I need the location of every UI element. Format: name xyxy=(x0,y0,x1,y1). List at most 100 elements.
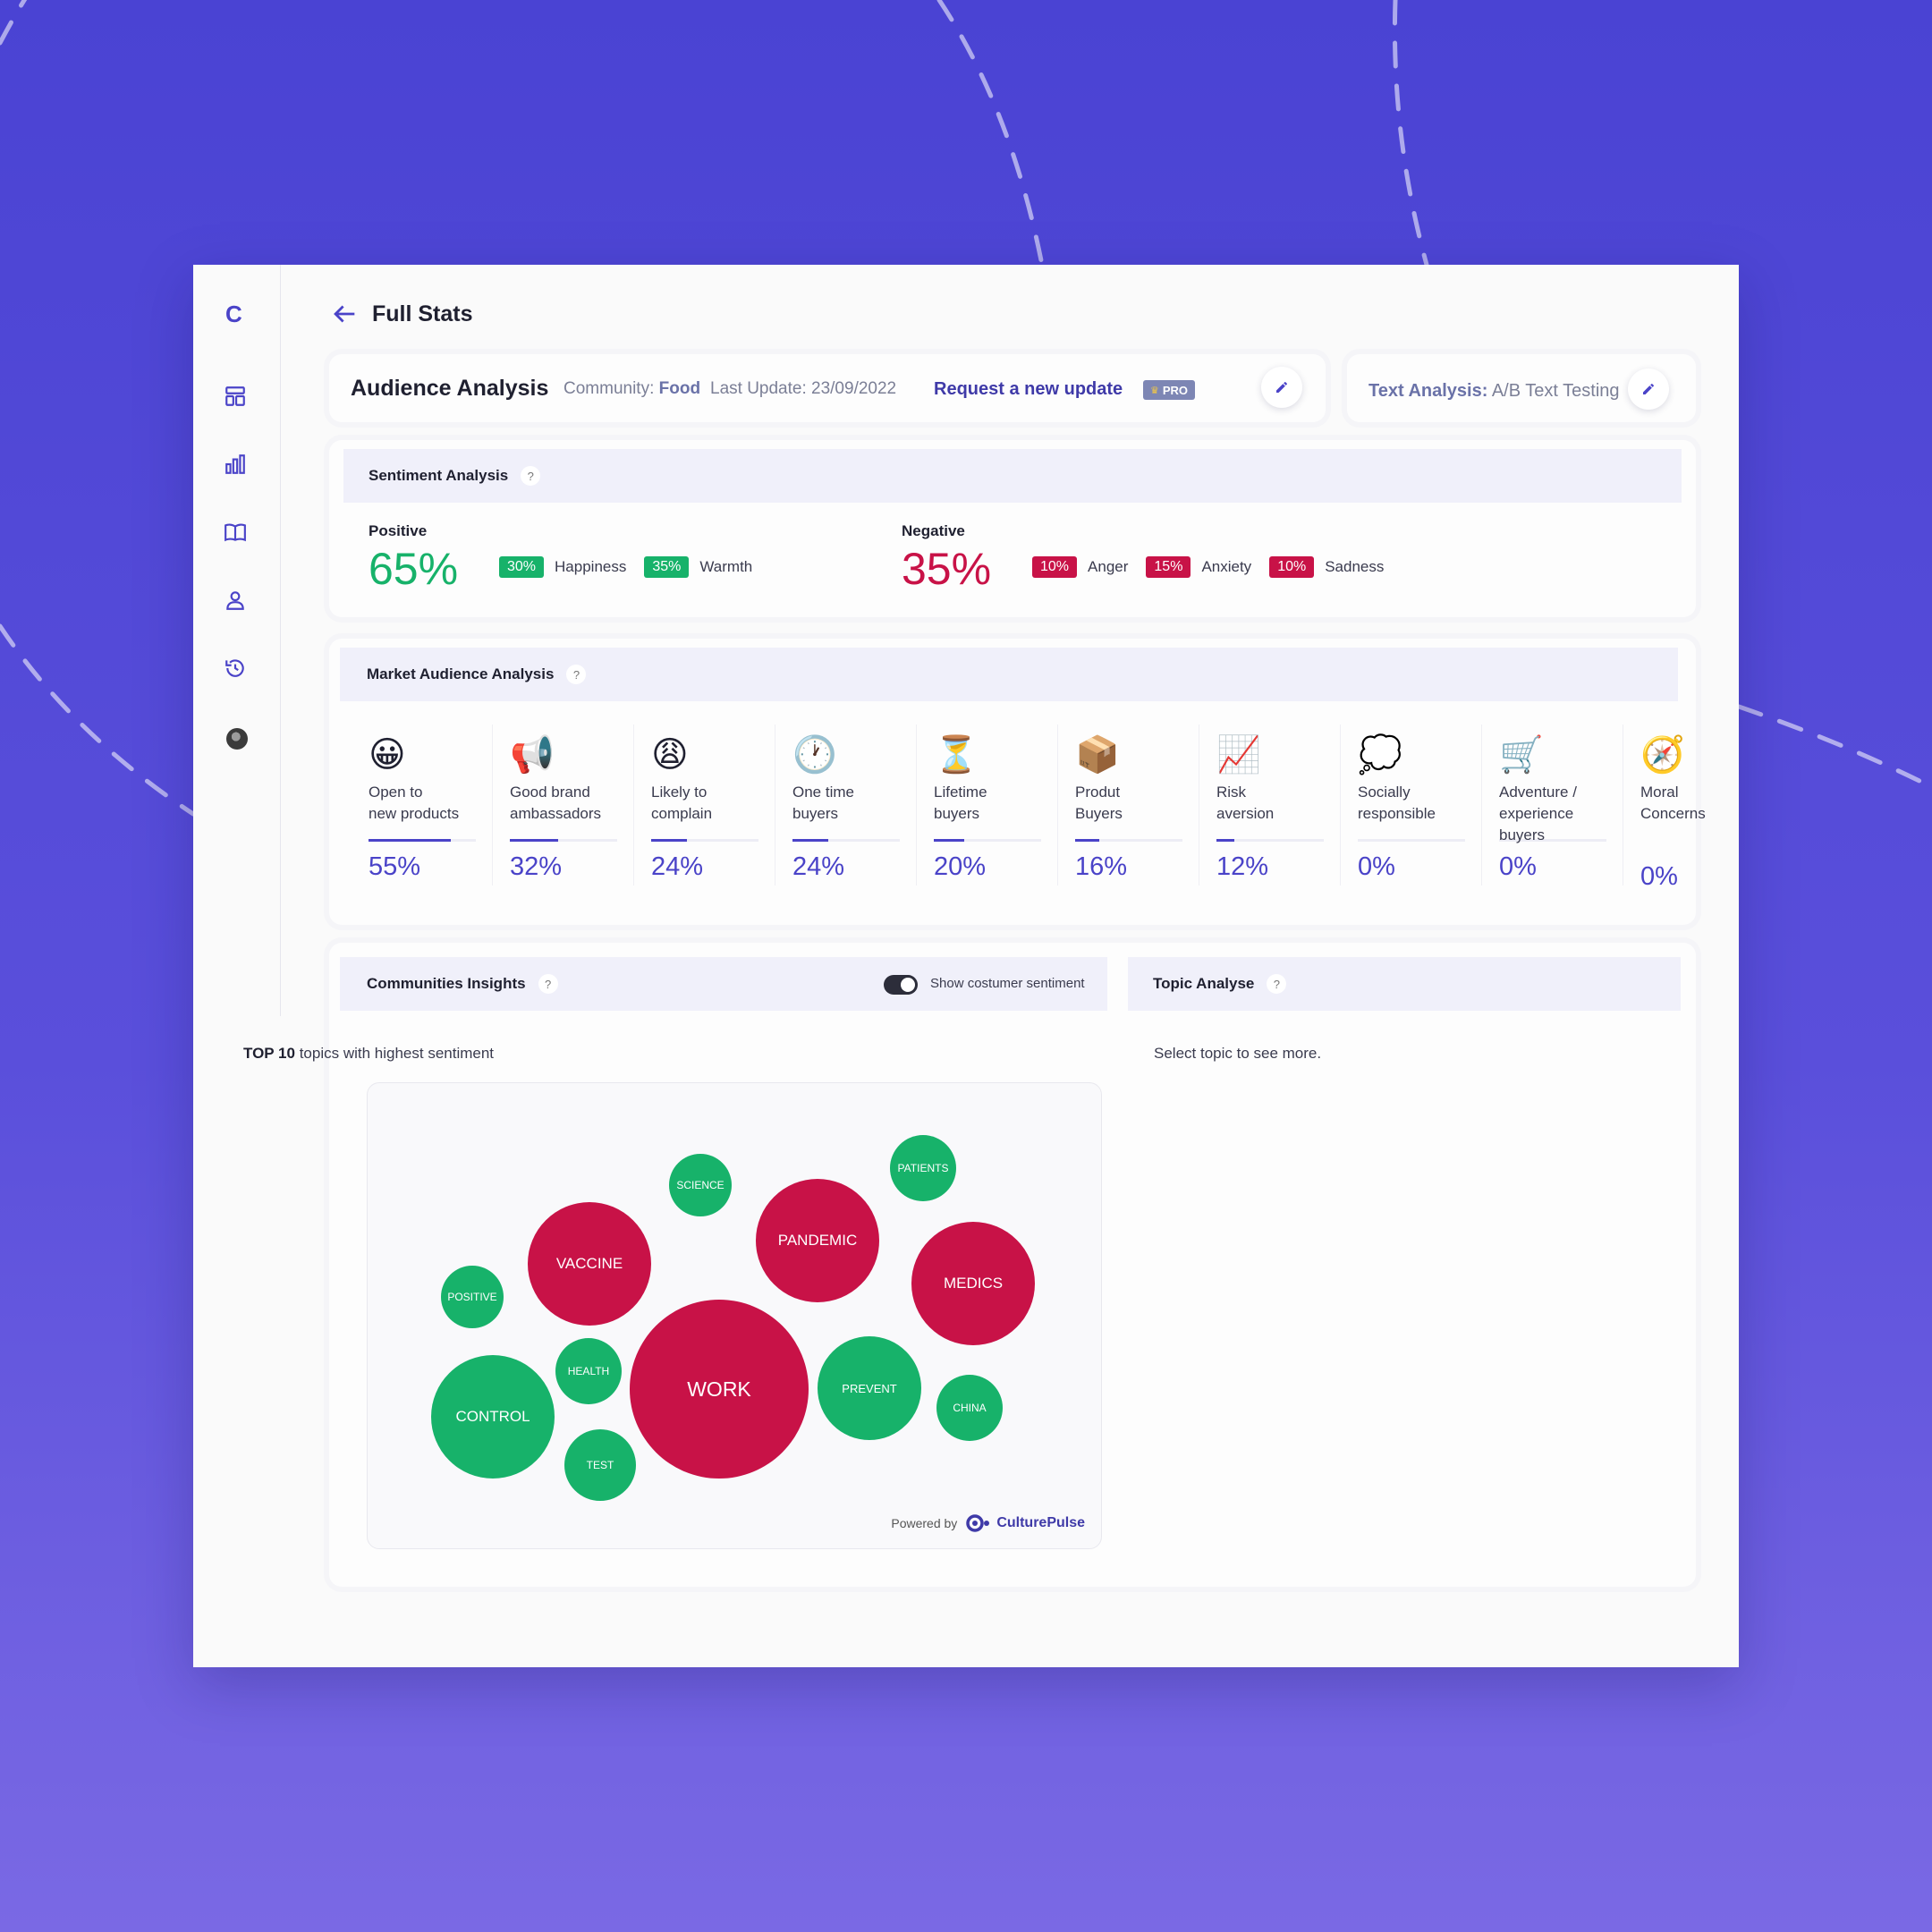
market-item[interactable]: 😩 Likely to complain 24% xyxy=(651,732,758,882)
market-item[interactable]: 🕐 One time buyers 24% xyxy=(792,732,900,882)
communities-insights-title: Communities Insights xyxy=(367,975,526,992)
community-info: Community: Food xyxy=(564,379,700,399)
market-item-divider xyxy=(633,724,634,886)
pencil-icon xyxy=(1276,382,1287,393)
audience-analysis-card: Audience Analysis Community: Food Last U… xyxy=(329,354,1326,422)
help-icon[interactable]: ? xyxy=(566,665,587,684)
topic-hint: Select topic to see more. xyxy=(1154,1045,1322,1062)
help-icon[interactable]: ? xyxy=(1267,974,1287,994)
topic-bubble-medics[interactable]: MEDICS xyxy=(911,1222,1035,1345)
market-audience-header: Market Audience Analysis ? xyxy=(340,648,1678,701)
edit-audience-button[interactable] xyxy=(1261,367,1302,408)
negative-chips: 10% Anger 15% Anxiety 10% Sadness xyxy=(1032,556,1402,578)
top10-rest: topics with highest sentiment xyxy=(299,1045,495,1062)
market-item-bar xyxy=(1216,839,1235,842)
history-icon xyxy=(225,659,244,677)
market-item-label: Likely to complain xyxy=(651,784,713,822)
market-item-value: 24% xyxy=(792,852,845,881)
market-item-bar-track xyxy=(934,839,1041,842)
text-analysis-info: Text Analysis: A/B Text Testing xyxy=(1368,381,1620,402)
market-item-value: 24% xyxy=(651,852,704,881)
help-icon[interactable]: ? xyxy=(538,974,558,994)
last-update: Last Update: 23/09/2022 xyxy=(710,379,897,398)
thought-bubble-icon: 💭 xyxy=(1358,735,1402,775)
market-item[interactable]: 🛒 Adventure / experience buyers 0% xyxy=(1499,732,1606,882)
request-update-link[interactable]: Request a new update xyxy=(934,379,1123,399)
market-item-label: Moral Concerns xyxy=(1640,784,1706,822)
help-icon[interactable]: ? xyxy=(521,466,541,486)
page-title: Full Stats xyxy=(372,301,473,326)
happiness-label: Happiness xyxy=(555,558,627,575)
warmth-chip: 35% xyxy=(644,556,690,578)
market-item-label: Lifetime buyers xyxy=(934,784,987,822)
bar-chart-icon xyxy=(225,454,245,474)
market-item[interactable]: ⏳ Lifetime buyers 20% xyxy=(934,732,1041,882)
market-item-divider xyxy=(492,724,493,886)
sidebar-item-history[interactable] xyxy=(220,653,250,683)
topic-bubble-test[interactable]: TEST xyxy=(564,1429,636,1501)
topic-bubble-pandemic[interactable]: PANDEMIC xyxy=(756,1179,879,1302)
market-audience-title: Market Audience Analysis xyxy=(367,665,555,682)
top10-caption: TOP 10 topics with highest sentiment xyxy=(243,1045,494,1063)
user-icon xyxy=(226,591,244,610)
market-item[interactable]: 📈 Risk aversion 12% xyxy=(1216,732,1324,882)
market-item-bar-track xyxy=(1216,839,1324,842)
audience-analysis-title: Audience Analysis xyxy=(351,376,549,401)
topic-bubble-prevent[interactable]: PREVENT xyxy=(818,1336,921,1440)
market-item-bar-track xyxy=(651,839,758,842)
app-logo[interactable]: C xyxy=(225,301,242,327)
dashboard-icon xyxy=(225,386,245,406)
megaphone-icon: 📢 xyxy=(510,735,555,775)
topic-bubble-health[interactable]: HEALTH xyxy=(555,1338,622,1404)
culturepulse-icon xyxy=(966,1514,990,1532)
sidebar-item-stats[interactable] xyxy=(220,449,250,479)
positive-label: Positive xyxy=(369,522,428,539)
topic-bubble-china[interactable]: CHINA xyxy=(936,1375,1003,1441)
topic-bubble-patients[interactable]: PATIENTS xyxy=(890,1135,956,1201)
sidebar-item-profile[interactable] xyxy=(220,585,250,615)
market-item[interactable]: 😀 Open to new products 55% xyxy=(369,732,476,882)
market-item-bar xyxy=(1075,839,1099,842)
sadness-label: Sadness xyxy=(1325,558,1385,575)
market-item-value: 20% xyxy=(934,852,987,881)
topic-bubble-positive[interactable]: POSITIVE xyxy=(441,1266,504,1328)
market-item[interactable]: 💭 Socially responsible 0% xyxy=(1358,732,1465,882)
topic-bubble-control[interactable]: CONTROL xyxy=(431,1355,555,1479)
culturepulse-logo: CulturePulse xyxy=(966,1514,1085,1532)
topic-bubble-work[interactable]: WORK xyxy=(630,1300,809,1479)
communities-insights-header: Communities Insights ? Show costumer sen… xyxy=(340,957,1107,1011)
edit-text-analysis-button[interactable] xyxy=(1628,369,1669,410)
sidebar-item-dashboard[interactable] xyxy=(220,381,250,411)
topic-bubble-science[interactable]: SCIENCE xyxy=(669,1154,732,1216)
market-item[interactable]: 🧭 Moral Concerns 0% xyxy=(1640,732,1748,892)
positive-chips: 30% Happiness 35% Warmth xyxy=(499,556,770,578)
market-item-bar-track xyxy=(510,839,617,842)
anger-label: Anger xyxy=(1088,558,1129,575)
clock-icon: 🕐 xyxy=(792,735,837,775)
chart-increasing-icon: 📈 xyxy=(1216,735,1261,775)
pro-badge-label: PRO xyxy=(1162,383,1189,397)
market-item-label: Open to new products xyxy=(369,784,460,822)
market-item-bar-track xyxy=(1075,839,1182,842)
back-arrow-icon[interactable] xyxy=(329,299,360,329)
market-audience-card: Market Audience Analysis ? 😀 Open to new p… xyxy=(329,639,1706,925)
market-item-divider xyxy=(1340,724,1341,886)
topic-bubble-vaccine[interactable]: VACCINE xyxy=(528,1202,651,1326)
negative-value: 35% xyxy=(902,544,992,594)
sentiment-analysis-card: Sentiment Analysis ? Positive 65% 30% Ha… xyxy=(329,440,1696,617)
page-header: Full Stats xyxy=(329,292,473,336)
hourglass-icon: ⏳ xyxy=(934,735,979,775)
sidebar-item-library[interactable] xyxy=(220,517,250,547)
market-item[interactable]: 📦 Produt Buyers 16% xyxy=(1075,732,1182,882)
market-item[interactable]: 📢 Good brand ambassadors 32% xyxy=(510,732,617,882)
market-item-value: 0% xyxy=(1499,852,1537,881)
topic-analyse-title: Topic Analyse xyxy=(1153,975,1255,992)
powered-by-label: Powered by xyxy=(891,1516,958,1530)
compass-icon: 🧭 xyxy=(1640,735,1685,775)
avatar[interactable] xyxy=(226,728,248,750)
sentiment-toggle[interactable] xyxy=(884,975,918,995)
anxiety-chip: 15% xyxy=(1146,556,1191,578)
negative-label: Negative xyxy=(902,522,965,539)
anxiety-label: Anxiety xyxy=(1201,558,1252,575)
